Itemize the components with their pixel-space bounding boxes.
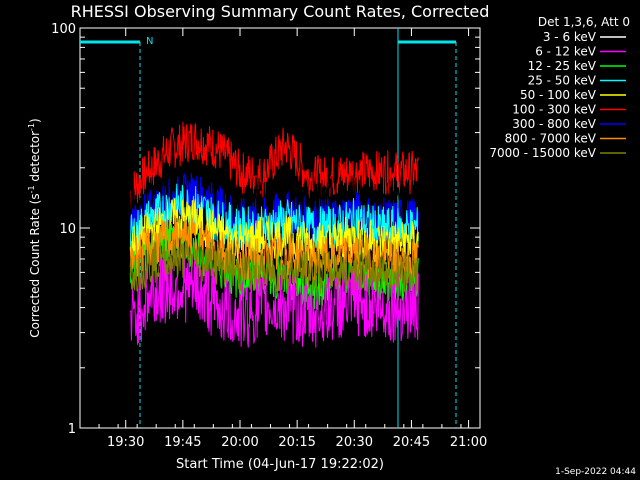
series-line-4 bbox=[129, 197, 419, 264]
y-axis-label-end: ) bbox=[28, 118, 42, 123]
footer-date: 1-Sep-2022 04:44 bbox=[555, 467, 636, 477]
x-tick-label-6: 21:00 bbox=[450, 435, 487, 450]
x-tick-label-0: 19:30 bbox=[107, 435, 144, 450]
legend-label-8: 7000 - 15000 keV bbox=[489, 146, 596, 160]
x-axis: 19:30 19:45 20:00 20:15 20:30 20:45 21:00 bbox=[79, 28, 487, 450]
y-axis-label: Corrected Count Rate (s-1 detector-1) bbox=[27, 118, 42, 337]
y-axis-label-mid: detector bbox=[28, 131, 42, 186]
y-tick-label-0: 1 bbox=[68, 422, 76, 437]
legend-label-5: 100 - 300 keV bbox=[512, 103, 596, 117]
status-bars: N bbox=[80, 28, 457, 428]
y-tick-label-1: 10 bbox=[59, 222, 76, 237]
series-line-8 bbox=[129, 239, 419, 295]
legend-label-6: 300 - 800 keV bbox=[512, 117, 596, 131]
annotation-N: N bbox=[146, 36, 153, 47]
series-layer bbox=[129, 121, 419, 348]
x-tick-label-1: 19:45 bbox=[164, 435, 201, 450]
legend-label-7: 800 - 7000 keV bbox=[505, 132, 597, 146]
x-tick-label-4: 20:30 bbox=[336, 435, 373, 450]
legend-label-2: 12 - 25 keV bbox=[528, 59, 597, 73]
x-tick-label-2: 20:00 bbox=[221, 435, 258, 450]
x-axis-label: Start Time (04-Jun-17 19:22:02) bbox=[176, 457, 384, 472]
y-axis-label-main: Corrected Count Rate (s bbox=[28, 193, 42, 337]
y-axis-label-sup1: -1 bbox=[27, 185, 36, 193]
legend-label-3: 25 - 50 keV bbox=[528, 74, 597, 88]
series-line-1 bbox=[129, 254, 419, 348]
legend-label-1: 6 - 12 keV bbox=[535, 45, 597, 59]
legend-label-0: 3 - 6 keV bbox=[543, 30, 597, 44]
legend-label-4: 50 - 100 keV bbox=[520, 88, 597, 102]
x-tick-label-5: 20:45 bbox=[393, 435, 430, 450]
series-line-5 bbox=[129, 121, 419, 209]
y-tick-label-2: 100 bbox=[51, 22, 76, 37]
y-axis-label-sup2: -1 bbox=[27, 123, 36, 131]
chart-title: RHESSI Observing Summary Count Rates, Co… bbox=[71, 2, 490, 21]
y-axis: 1 10 100 bbox=[51, 22, 480, 437]
x-tick-label-3: 20:15 bbox=[278, 435, 315, 450]
legend-header: Det 1,3,6, Att 0 bbox=[538, 15, 630, 29]
